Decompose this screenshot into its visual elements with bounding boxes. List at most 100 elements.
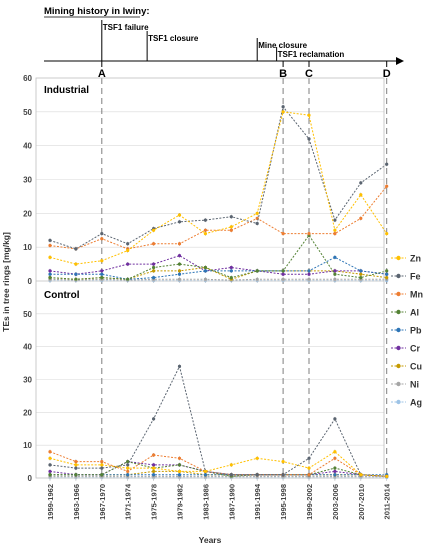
y-tick-label: 30 <box>23 176 32 185</box>
data-point-zn <box>281 110 285 114</box>
data-point-mn <box>100 459 104 464</box>
data-point-al <box>385 269 389 273</box>
data-point-pb <box>126 473 130 477</box>
legend-marker-fe <box>396 273 401 279</box>
series-line-al <box>50 461 387 477</box>
data-point-zn <box>359 193 363 197</box>
timeline-event-label: Mine closure <box>258 41 307 50</box>
data-point-zn <box>100 463 104 467</box>
data-point-pb <box>48 272 52 276</box>
data-point-mn <box>307 473 311 477</box>
series-line-mn <box>49 185 388 250</box>
data-point-mn <box>126 469 130 474</box>
data-point-cr <box>126 262 130 266</box>
data-point-mn <box>229 228 233 232</box>
y-tick-label: 20 <box>23 209 32 218</box>
series-line-cr <box>49 255 387 275</box>
series-line-pb <box>50 256 387 280</box>
data-point-fe <box>255 221 259 226</box>
y-tick-labels: 0 10 20 30 40 50 60 0 10 20 30 40 50 <box>23 74 32 483</box>
data-point-pb <box>203 473 207 477</box>
data-point-pb <box>177 473 182 477</box>
data-point-ni <box>255 277 259 281</box>
legend-marker-cr <box>396 345 401 351</box>
data-point-mn <box>74 459 78 464</box>
y-tick-label: 20 <box>23 408 32 417</box>
data-point-al <box>333 466 337 470</box>
series-line-fe <box>49 364 387 477</box>
data-point-cr <box>229 265 233 270</box>
data-point-zn <box>229 463 233 467</box>
data-point-cr <box>281 272 285 276</box>
data-point-pb <box>152 473 156 477</box>
period-marker-label: C <box>305 68 313 80</box>
legend-marker-ni <box>396 381 401 387</box>
period-marker-label: A <box>98 68 106 80</box>
data-point-ni <box>333 277 337 281</box>
legend-marker-cu <box>396 363 401 369</box>
data-point-zn <box>48 456 52 460</box>
data-point-cu <box>385 276 389 280</box>
x-tick-label: 1975-1978 <box>150 484 159 520</box>
period-marker-label: D <box>383 68 391 80</box>
panel-label-control: Control <box>44 290 80 301</box>
y-tick-label: 0 <box>28 277 33 286</box>
data-point-mn <box>152 242 156 246</box>
data-point-cr <box>307 272 311 276</box>
series-line-mn <box>49 451 387 477</box>
data-point-mn <box>385 184 389 188</box>
x-tick-label: 1967-1970 <box>98 484 107 520</box>
data-point-fe <box>385 162 389 166</box>
series-line-zn <box>49 111 388 265</box>
legend-label-fe: Fe <box>410 272 421 282</box>
y-tick-label: 10 <box>23 243 32 252</box>
legend-label-cr: Cr <box>410 344 420 354</box>
data-point-fe <box>177 220 182 224</box>
data-point-mn <box>100 237 104 241</box>
data-point-al <box>100 473 104 477</box>
data-point-fe <box>255 473 259 477</box>
data-point-al <box>48 276 52 280</box>
data-point-cu <box>152 269 156 273</box>
panel-label-industrial: Industrial <box>44 85 89 96</box>
x-tick-label: 1971-1974 <box>124 483 133 520</box>
data-point-zn <box>255 211 259 215</box>
data-point-fe <box>359 181 363 185</box>
data-point-fe <box>333 417 337 421</box>
series-line-al <box>49 234 387 280</box>
data-point-al <box>152 265 156 270</box>
data-point-mn <box>152 453 156 457</box>
data-point-zn <box>203 469 207 474</box>
x-tick-label: 1995-1998 <box>279 484 288 520</box>
data-point-al <box>100 276 104 280</box>
y-axis-label: TEs in tree rings [mg/kg] <box>1 232 11 332</box>
data-point-zn <box>100 259 104 263</box>
data-point-zn <box>385 232 389 236</box>
data-point-zn <box>359 473 363 477</box>
data-point-zn <box>333 228 337 232</box>
data-point-fe <box>100 466 104 470</box>
data-point-zn <box>48 255 52 259</box>
timeline-event-label: TSF1 failure <box>103 23 149 32</box>
data-point-al <box>281 269 285 273</box>
legend-label-ag: Ag <box>410 398 422 408</box>
data-point-fe <box>229 473 233 477</box>
data-point-fe <box>126 242 130 246</box>
x-tick-label: 1991-1994 <box>253 483 262 520</box>
data-point-fe <box>126 463 130 467</box>
data-point-fe <box>74 466 78 470</box>
data-point-fe <box>229 215 233 219</box>
data-point-fe <box>48 238 52 242</box>
x-tick-label: 1999-2002 <box>305 484 314 520</box>
x-tick-label: 1959-1962 <box>46 484 55 520</box>
y-tick-label: 40 <box>23 343 32 352</box>
legend-label-pb: Pb <box>410 326 422 336</box>
data-point-fe <box>177 364 182 368</box>
data-point-zn <box>385 474 389 478</box>
data-point-zn <box>281 459 285 464</box>
series-line-zn <box>49 451 387 477</box>
y-tick-label: 50 <box>23 108 32 117</box>
legend-label-mn: Mn <box>410 290 423 300</box>
data-point-zn <box>229 225 233 229</box>
data-point-zn <box>307 113 311 117</box>
